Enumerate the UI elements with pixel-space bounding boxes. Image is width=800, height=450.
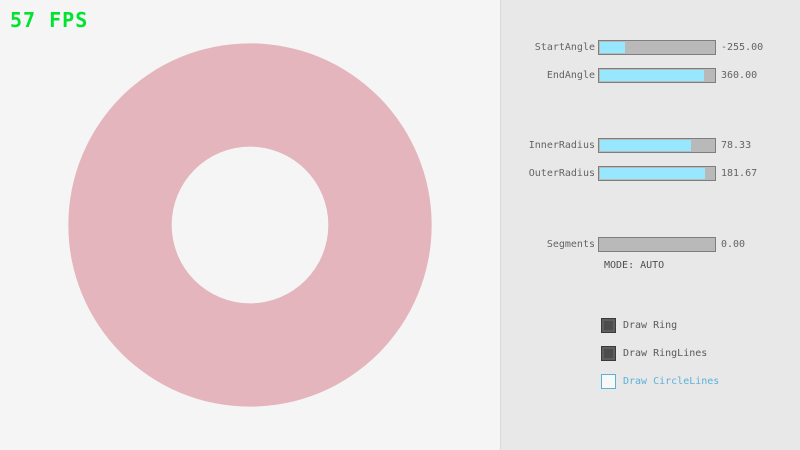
slider-row-inner-radius: InnerRadius 78.33 <box>501 138 800 153</box>
slider-row-end-angle: EndAngle 360.00 <box>501 68 800 83</box>
slider-segments[interactable] <box>598 237 716 252</box>
checkbox-draw-ring[interactable]: Draw Ring <box>601 318 677 333</box>
slider-fill <box>600 70 705 81</box>
checkbox-label-draw-circle-lines: Draw CircleLines <box>623 376 720 387</box>
slider-label-segments: Segments <box>546 239 595 250</box>
slider-value-outer-radius: 181.67 <box>721 168 758 179</box>
slider-value-end-angle: 360.00 <box>721 70 758 81</box>
slider-fill <box>600 168 706 179</box>
slider-label-start-angle: StartAngle <box>534 42 595 53</box>
checkbox-draw-ring-lines[interactable]: Draw RingLines <box>601 346 707 361</box>
slider-value-inner-radius: 78.33 <box>721 140 752 151</box>
slider-value-start-angle: -255.00 <box>721 42 764 53</box>
controls-panel: StartAngle -255.00 EndAngle 360.00 Inner… <box>500 0 800 450</box>
ring-figure <box>68 43 432 407</box>
checkbox-icon[interactable] <box>601 374 616 389</box>
slider-label-end-angle: EndAngle <box>546 70 595 81</box>
ring-canvas: 57 FPS <box>10 8 432 407</box>
checkbox-draw-circle-lines[interactable]: Draw CircleLines <box>601 374 719 389</box>
ring-fill <box>68 43 432 407</box>
checkbox-label-draw-ring-lines: Draw RingLines <box>623 348 708 359</box>
slider-value-segments: 0.00 <box>721 239 746 250</box>
slider-row-outer-radius: OuterRadius 181.67 <box>501 166 800 181</box>
fps-counter: 57 FPS <box>10 8 89 32</box>
slider-fill <box>600 42 626 53</box>
slider-start-angle[interactable] <box>598 40 716 55</box>
slider-row-start-angle: StartAngle -255.00 <box>501 40 800 55</box>
segments-mode-text: MODE: AUTO <box>604 260 665 271</box>
checkbox-label-draw-ring: Draw Ring <box>623 320 678 331</box>
slider-inner-radius[interactable] <box>598 138 716 153</box>
slider-label-outer-radius: OuterRadius <box>528 168 595 179</box>
slider-label-inner-radius: InnerRadius <box>528 140 595 151</box>
slider-fill <box>600 140 691 151</box>
slider-row-segments: Segments 0.00 <box>501 237 800 252</box>
checkbox-icon[interactable] <box>601 318 616 333</box>
slider-outer-radius[interactable] <box>598 166 716 181</box>
slider-end-angle[interactable] <box>598 68 716 83</box>
checkbox-icon[interactable] <box>601 346 616 361</box>
